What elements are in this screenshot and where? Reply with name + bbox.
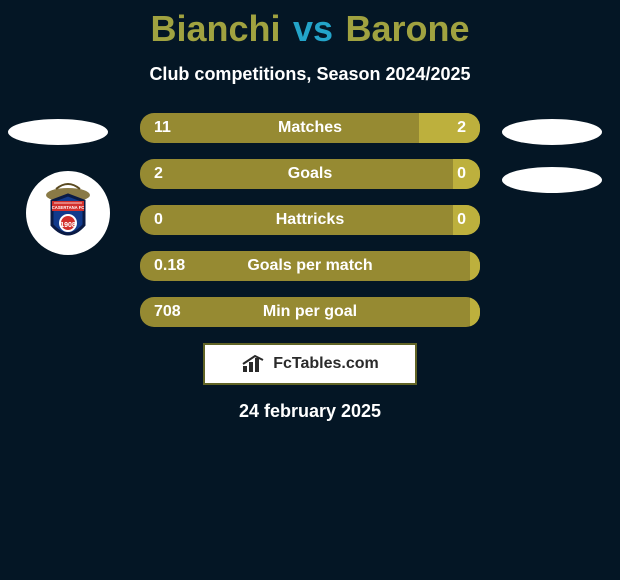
stat-label: Hattricks bbox=[140, 211, 480, 229]
comparison-stage: 1908 CASERTANA FC 11Matches2 2Goals0 0Hatt… bbox=[0, 113, 620, 422]
stat-bar: 708Min per goal bbox=[140, 297, 480, 327]
stat-bar: 2Goals0 bbox=[140, 159, 480, 189]
stat-bars: 11Matches2 2Goals0 0Hattricks0 0.18Goals pe… bbox=[140, 113, 480, 327]
brand-box[interactable]: FcTables.com bbox=[203, 343, 417, 385]
stat-bar: 0.18Goals per match bbox=[140, 251, 480, 281]
brand-text: FcTables.com bbox=[273, 355, 379, 373]
bar-chart-icon bbox=[241, 354, 267, 374]
stat-label: Matches bbox=[140, 119, 480, 137]
subtitle: Club competitions, Season 2024/2025 bbox=[0, 64, 620, 85]
left-club-badge: 1908 CASERTANA FC bbox=[26, 171, 110, 255]
club-crest-icon: 1908 CASERTANA FC bbox=[36, 181, 100, 245]
stat-bar: 11Matches2 bbox=[140, 113, 480, 143]
svg-text:1908: 1908 bbox=[60, 222, 76, 229]
stat-bar: 0Hattricks0 bbox=[140, 205, 480, 235]
right-player-avatar-ellipse bbox=[502, 119, 602, 145]
left-player-avatar-ellipse bbox=[8, 119, 108, 145]
title-left-player: Bianchi bbox=[150, 8, 280, 49]
title-row: Bianchi vs Barone bbox=[0, 0, 620, 50]
title-right-player: Barone bbox=[345, 8, 469, 49]
title-vs: vs bbox=[285, 8, 341, 49]
svg-text:CASERTANA FC: CASERTANA FC bbox=[52, 205, 85, 210]
right-club-avatar-ellipse bbox=[502, 167, 602, 193]
stat-label: Goals per match bbox=[140, 257, 480, 275]
stat-label: Goals bbox=[140, 165, 480, 183]
date-text: 24 february 2025 bbox=[0, 401, 620, 422]
stat-label: Min per goal bbox=[140, 303, 480, 321]
